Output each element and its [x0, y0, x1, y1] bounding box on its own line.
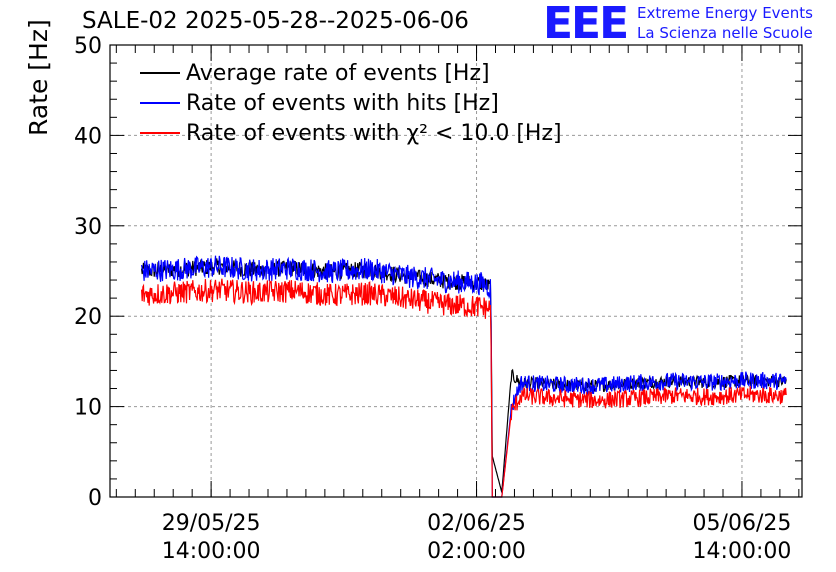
x-tick-label-date: 02/06/25 [427, 511, 526, 536]
logo-line-2: La Scienza nelle Scuole [637, 24, 813, 42]
legend-label-chi2: Rate of events with χ² < 10.0 [Hz] [186, 120, 562, 146]
y-tick-label: 40 [74, 124, 102, 149]
legend-swatch-average [140, 72, 180, 74]
x-tick-label-time: 02:00:00 [427, 539, 526, 564]
legend-item-chi2: Rate of events with χ² < 10.0 [Hz] [140, 118, 562, 148]
x-tick-label-time: 14:00:00 [162, 539, 261, 564]
x-tick-label-time: 14:00:00 [693, 539, 792, 564]
legend-label-average: Average rate of events [Hz] [186, 60, 490, 86]
y-axis-label: Rate [Hz] [24, 19, 53, 136]
chart-title: SALE-02 2025-05-28--2025-06-06 [82, 8, 469, 34]
legend-swatch-chi2 [140, 132, 180, 134]
grid-layer [110, 45, 802, 497]
y-tick-label: 30 [74, 215, 102, 240]
x-tick-label-date: 05/06/25 [693, 511, 792, 536]
y-tick-label: 50 [74, 34, 102, 59]
y-tick-label: 10 [74, 396, 102, 421]
logo-line-1: Extreme Energy Events [637, 4, 813, 22]
series-line-2 [141, 278, 787, 498]
legend: Average rate of events [Hz] Rate of even… [140, 58, 562, 148]
y-tick-label: 0 [88, 486, 102, 511]
x-tick-label-date: 29/05/25 [162, 511, 261, 536]
legend-item-average: Average rate of events [Hz] [140, 58, 562, 88]
y-tick-label: 20 [74, 305, 102, 330]
data-layer [141, 255, 787, 498]
plot-frame [109, 44, 803, 498]
series-line-1 [141, 255, 787, 498]
axis-layer: 0 10 20 30 40 50 29/05/25 14:00:00 02/06/25 02:00… [74, 34, 803, 564]
eee-logo: EEE [543, 0, 629, 49]
legend-label-hits: Rate of events with hits [Hz] [186, 90, 499, 116]
legend-item-hits: Rate of events with hits [Hz] [140, 88, 562, 118]
legend-swatch-hits [140, 102, 180, 104]
